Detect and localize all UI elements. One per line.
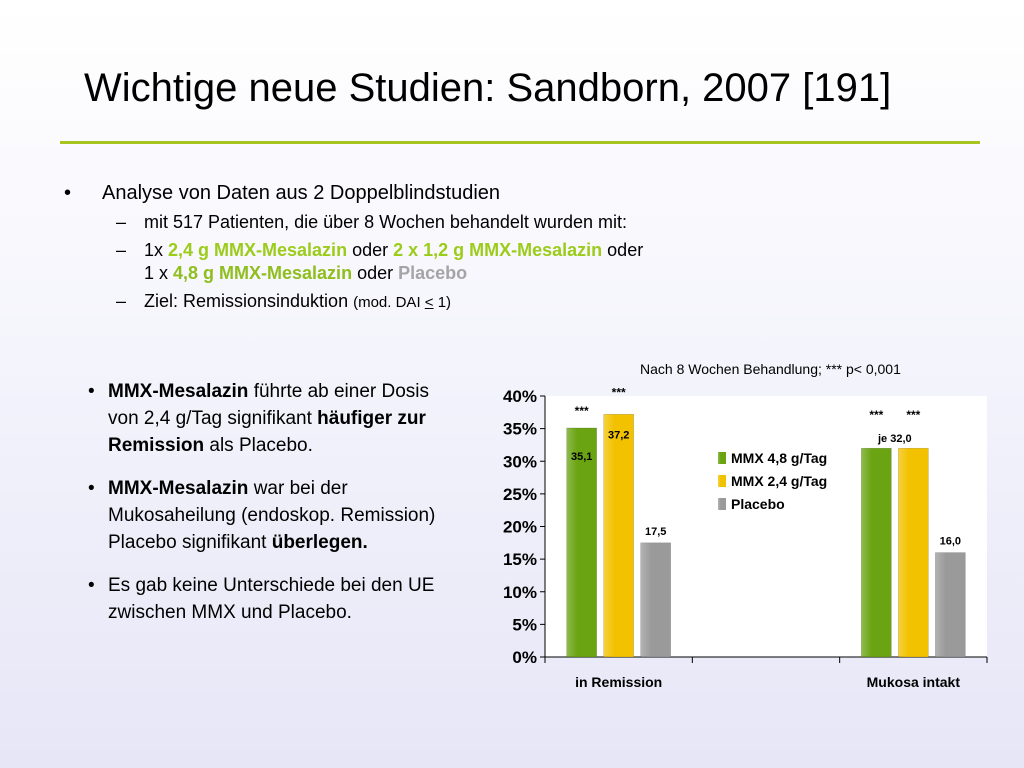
y-tick-label: 25% — [503, 485, 537, 504]
bar-chart: 0% 5% 10% 15% 20% 25% 30% 35% 40% in Remission Muk… — [503, 385, 988, 690]
arm-dose-2x12: 2 x 1,2 g MMX-Mesalazin — [393, 240, 603, 260]
arm-text-1: 1x — [144, 240, 169, 260]
b2-bold-1: MMX-Mesalazin — [108, 478, 249, 499]
left-bullet-mucosa: • MMX-Mesalazin war bei der Mukosaheilun… — [88, 475, 438, 556]
b2-bold-2: überlegen. — [271, 532, 368, 553]
goal-text: Ziel: Remissionsinduktion — [144, 291, 354, 311]
y-tick-label: 15% — [503, 550, 537, 569]
bar — [935, 552, 966, 658]
bullet-dot: • — [88, 575, 95, 596]
b1-text-2: als Placebo. — [204, 435, 313, 456]
goal-dai-b: 1) — [433, 294, 452, 311]
significance-marker: *** — [906, 408, 920, 422]
significance-marker: *** — [575, 404, 589, 418]
y-tick-label: 20% — [503, 518, 537, 537]
goal-dai-a: (mod. DAI — [353, 294, 425, 311]
b1-bold-2: häufiger zur Remission — [108, 408, 426, 456]
bar — [640, 542, 671, 658]
bar-value-label: 37,2 — [608, 429, 629, 441]
left-bullet-list: • MMX-Mesalazin führte ab einer Dosis vo… — [88, 378, 438, 642]
bullet-dot: • — [88, 381, 95, 402]
chart-footnote: Nach 8 Wochen Behandlung; *** p< 0,001 — [640, 361, 901, 377]
y-tick-label: 35% — [503, 420, 537, 439]
arm-text-5: oder — [352, 263, 399, 283]
arm-dose-48: 4,8 g MMX-Mesalazin — [173, 263, 353, 283]
sub-bullet-patients-text: mit 517 Patienten, die über 8 Wochen beh… — [144, 212, 627, 232]
bullet-main: • Analyse von Daten aus 2 Doppelblindstu… — [64, 182, 964, 205]
left-bullet-ae: • Es gab keine Unterschiede bei den UE z… — [88, 572, 438, 626]
legend-swatch — [718, 475, 726, 487]
bullet-main-text: Analyse von Daten aus 2 Doppelblindstudi… — [102, 182, 501, 204]
arm-text-2: oder — [347, 240, 394, 260]
y-tick-label: 0% — [512, 648, 537, 667]
y-tick-label: 10% — [503, 583, 537, 602]
significance-marker: *** — [612, 385, 626, 399]
y-tick-label: 30% — [503, 452, 537, 471]
x-category-label: Mukosa intakt — [867, 674, 961, 690]
bar-value-label: 35,1 — [571, 451, 592, 463]
dash-mark: – — [116, 240, 127, 260]
significance-marker: *** — [869, 408, 883, 422]
sub-bullet-patients: – mit 517 Patienten, die über 8 Wochen b… — [64, 211, 964, 234]
arm-placebo: Placebo — [398, 263, 468, 283]
bar-value-label: je 32,0 — [877, 433, 912, 445]
top-bullet-list: • Analyse von Daten aus 2 Doppelblindstu… — [64, 182, 964, 319]
y-tick-label: 40% — [503, 387, 537, 406]
bullet-dot: • — [64, 182, 72, 204]
dash-mark: – — [116, 291, 127, 311]
bar — [898, 447, 929, 658]
x-category-label: in Remission — [575, 674, 662, 690]
dash-mark: – — [116, 212, 127, 232]
left-bullet-remission: • MMX-Mesalazin führte ab einer Dosis vo… — [88, 378, 438, 459]
b2-text-1: war bei der Mukosaheilung (endoskop. Rem… — [108, 478, 436, 553]
legend-swatch — [718, 498, 726, 510]
bullet-dot: • — [88, 478, 95, 499]
title-divider — [60, 141, 980, 144]
y-tick-label: 5% — [512, 615, 537, 634]
sub-bullet-goal: – Ziel: Remissionsinduktion (mod. DAI < … — [64, 290, 964, 314]
bar-value-label: 17,5 — [645, 526, 666, 538]
b1-bold-1: MMX-Mesalazin — [108, 381, 249, 402]
goal-dai-le: < — [424, 294, 434, 311]
bar — [603, 414, 634, 658]
b3-text: Es gab keine Unterschiede bei den UE zwi… — [108, 575, 435, 623]
bar — [566, 427, 597, 658]
b1-text-1: führte ab einer Dosis von 2,4 g/Tag sign… — [108, 381, 430, 429]
arm-dose-24: 2,4 g MMX-Mesalazin — [168, 240, 348, 260]
bar — [861, 447, 892, 658]
arm-text-4: 1 x — [144, 263, 174, 283]
legend-label: MMX 2,4 g/Tag — [731, 473, 827, 489]
sub-bullet-arms: – 1x 2,4 g MMX-Mesalazin oder 2 x 1,2 g … — [64, 239, 964, 285]
slide-title: Wichtige neue Studien: Sandborn, 2007 [1… — [84, 66, 892, 110]
arm-text-3: oder — [602, 240, 644, 260]
legend-label: Placebo — [731, 496, 785, 512]
legend-swatch — [718, 452, 726, 464]
bar-value-label: 16,0 — [940, 536, 961, 548]
legend-label: MMX 4,8 g/Tag — [731, 450, 827, 466]
